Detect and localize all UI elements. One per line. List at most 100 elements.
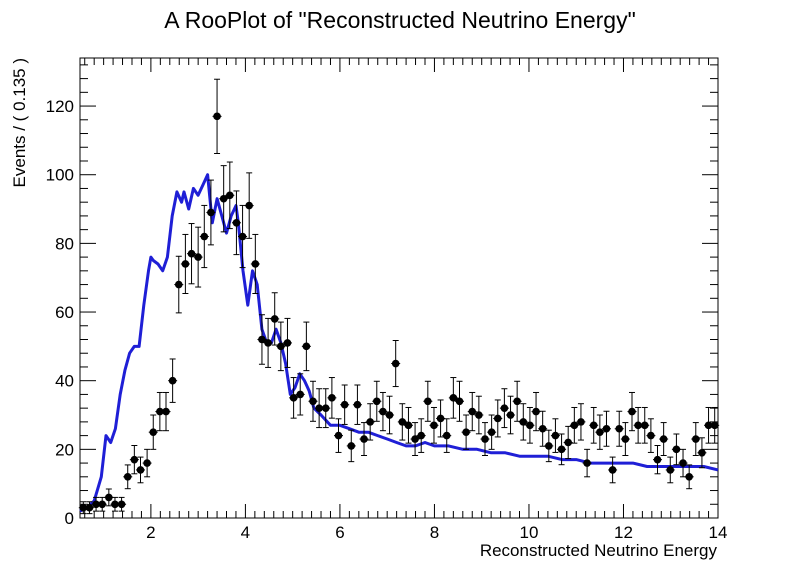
model-curve-line	[79, 173, 719, 513]
data-marker	[596, 428, 604, 436]
data-point	[84, 501, 94, 515]
data-point	[123, 464, 133, 490]
data-marker	[347, 442, 356, 450]
data-point	[678, 448, 688, 478]
data-point	[244, 172, 254, 239]
data-marker	[672, 445, 681, 454]
data-marker	[360, 435, 368, 443]
data-point	[518, 403, 528, 441]
data-marker	[615, 424, 624, 433]
data-marker	[519, 418, 528, 426]
data-point	[646, 418, 656, 453]
data-point	[250, 233, 260, 295]
data-point	[187, 223, 197, 285]
data-marker	[398, 418, 407, 426]
data-marker	[455, 397, 464, 406]
data-point	[506, 395, 516, 435]
data-marker	[487, 428, 496, 436]
data-point	[193, 226, 203, 288]
data-point	[352, 384, 362, 425]
data-marker	[468, 407, 477, 416]
data-marker	[85, 503, 94, 512]
data-point	[474, 395, 484, 435]
data-marker	[481, 435, 489, 443]
data-marker	[226, 191, 234, 200]
data-point	[671, 433, 681, 466]
data-point	[238, 204, 248, 269]
data-point	[199, 204, 209, 269]
data-point	[569, 406, 579, 444]
data-point	[487, 414, 497, 450]
data-point	[257, 314, 267, 365]
axis-ticks: 2 4 6 8 10 12 14 0 20 40 60 80 100 120	[46, 58, 728, 542]
data-marker	[168, 376, 177, 385]
data-point	[499, 388, 509, 429]
data-point	[442, 418, 452, 453]
data-marker	[302, 342, 311, 351]
data-point	[219, 165, 229, 233]
data-marker	[545, 442, 553, 450]
data-marker	[79, 503, 88, 512]
data-point	[391, 339, 401, 388]
y-tick-label: 60	[55, 303, 74, 322]
data-point	[365, 403, 375, 441]
data-point	[155, 391, 165, 432]
data-point	[378, 391, 388, 432]
data-point	[321, 388, 331, 429]
data-point	[691, 422, 701, 457]
data-marker	[136, 466, 145, 474]
data-point	[129, 444, 139, 475]
data-marker	[105, 493, 113, 502]
data-point	[142, 448, 152, 478]
data-marker	[277, 342, 285, 351]
data-marker	[162, 407, 170, 416]
data-marker	[634, 421, 642, 430]
data-point	[161, 391, 171, 432]
data-marker	[213, 112, 221, 121]
data-point	[627, 391, 637, 432]
data-marker	[710, 421, 719, 430]
data-point	[295, 373, 305, 416]
data-marker	[475, 411, 483, 419]
data-point	[557, 433, 567, 466]
data-point	[212, 78, 222, 154]
data-point	[276, 321, 286, 372]
data-point	[614, 410, 624, 447]
data-point	[423, 380, 433, 422]
data-marker	[385, 411, 394, 419]
data-marker	[513, 397, 521, 406]
data-marker	[608, 466, 617, 474]
x-tick-label: 6	[335, 523, 344, 542]
data-point	[563, 425, 573, 460]
data-point	[385, 395, 395, 435]
x-tick-label: 8	[430, 523, 439, 542]
data-point	[397, 403, 407, 441]
data-marker	[411, 435, 419, 443]
data-marker	[130, 455, 139, 464]
data-point	[410, 422, 420, 457]
model-curve-layer	[79, 173, 719, 513]
data-marker	[449, 394, 458, 402]
data-marker	[551, 431, 560, 440]
data-marker	[194, 253, 202, 261]
data-marker	[181, 260, 190, 268]
data-point	[512, 380, 522, 422]
data-marker	[296, 390, 305, 399]
y-tick-label: 20	[55, 440, 74, 459]
data-point	[538, 410, 548, 447]
data-point	[429, 406, 439, 444]
data-point	[525, 406, 535, 444]
data-marker	[98, 500, 107, 509]
data-point	[135, 456, 145, 484]
data-marker	[436, 414, 445, 423]
data-marker	[143, 459, 151, 467]
data-point	[359, 422, 369, 457]
y-tick-label: 40	[55, 372, 74, 391]
data-point	[550, 418, 560, 453]
data-marker	[679, 459, 687, 467]
x-tick-label: 14	[709, 523, 728, 542]
data-point	[225, 161, 235, 230]
data-marker	[685, 473, 693, 481]
data-marker	[187, 249, 196, 258]
data-point	[454, 380, 464, 422]
